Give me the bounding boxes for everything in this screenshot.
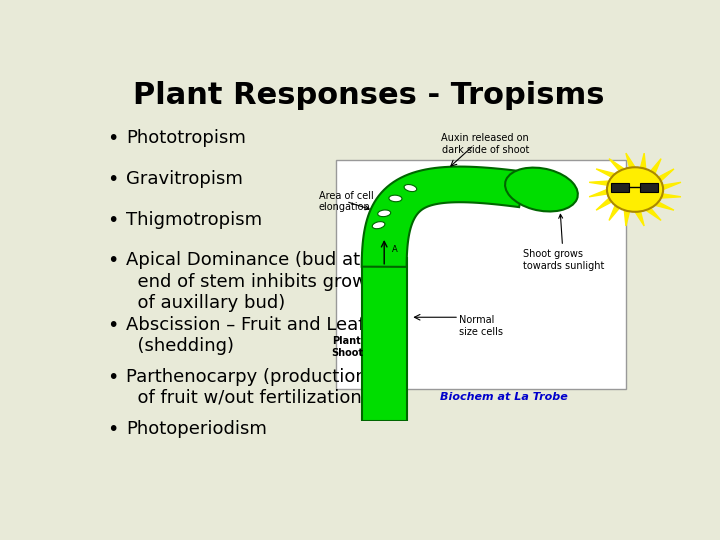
Text: Normal
size cells: Normal size cells (459, 315, 503, 337)
Polygon shape (609, 159, 624, 171)
Text: •: • (107, 420, 118, 439)
Text: Thigmotropism: Thigmotropism (126, 211, 262, 229)
Polygon shape (655, 202, 674, 210)
Text: A: A (392, 245, 397, 254)
Polygon shape (589, 190, 608, 197)
Text: Parthenocarpy (production
  of fruit w/out fertilization): Parthenocarpy (production of fruit w/out… (126, 368, 369, 407)
Polygon shape (609, 205, 619, 220)
Ellipse shape (372, 221, 385, 229)
Polygon shape (635, 211, 644, 226)
Text: •: • (107, 316, 118, 335)
Polygon shape (639, 183, 658, 192)
Text: Plant Responses - Tropisms: Plant Responses - Tropisms (133, 82, 605, 111)
Text: •: • (107, 252, 118, 271)
Polygon shape (596, 198, 612, 210)
Text: Biochem at La Trobe: Biochem at La Trobe (440, 393, 568, 402)
Circle shape (607, 167, 663, 212)
Text: Photoperiodism: Photoperiodism (126, 420, 267, 438)
Text: Gravitropism: Gravitropism (126, 170, 243, 188)
Text: Shoot grows
towards sunlight: Shoot grows towards sunlight (523, 214, 604, 271)
Text: Phototropism: Phototropism (126, 129, 246, 147)
Polygon shape (658, 169, 674, 181)
Text: Apical Dominance (bud at
  end of stem inhibits growth
  of auxillary bud): Apical Dominance (bud at end of stem inh… (126, 252, 385, 313)
Text: Area of cell
elongation: Area of cell elongation (319, 191, 374, 212)
Polygon shape (661, 194, 681, 198)
Polygon shape (646, 208, 661, 220)
Polygon shape (626, 153, 635, 168)
Ellipse shape (404, 185, 417, 192)
Ellipse shape (378, 210, 391, 217)
Text: Abscission – Fruit and Leaf
  (shedding): Abscission – Fruit and Leaf (shedding) (126, 316, 365, 355)
Text: Auxin released on
dark side of shoot: Auxin released on dark side of shoot (441, 133, 529, 154)
Polygon shape (651, 159, 661, 174)
Ellipse shape (505, 167, 578, 212)
Text: •: • (107, 170, 118, 189)
Polygon shape (361, 258, 407, 421)
Polygon shape (361, 166, 526, 267)
Polygon shape (589, 181, 609, 185)
Polygon shape (611, 183, 629, 192)
Polygon shape (662, 183, 681, 190)
Text: •: • (107, 129, 118, 149)
Text: •: • (107, 368, 118, 387)
Text: Plant
Shoot: Plant Shoot (330, 336, 363, 357)
Text: •: • (107, 211, 118, 229)
Polygon shape (624, 210, 629, 226)
Ellipse shape (389, 195, 402, 202)
FancyBboxPatch shape (336, 160, 626, 389)
Polygon shape (641, 153, 646, 169)
Polygon shape (596, 169, 615, 177)
